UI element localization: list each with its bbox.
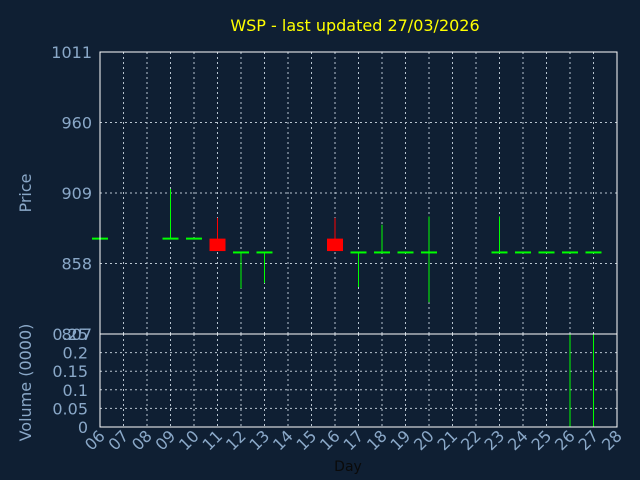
volume-bars bbox=[569, 334, 594, 427]
candle-09 bbox=[162, 188, 179, 240]
volume-tick-label: 0.25 bbox=[52, 325, 88, 344]
candle-23 bbox=[491, 216, 508, 254]
volume-frame bbox=[99, 333, 618, 428]
price-tick-label: 807 bbox=[61, 325, 92, 344]
price-candles bbox=[92, 188, 602, 303]
price-tick-label: 960 bbox=[61, 114, 92, 133]
volume-tick-label: 0.05 bbox=[52, 399, 88, 418]
day-axis-label: Day bbox=[334, 459, 362, 475]
candle-11 bbox=[209, 217, 226, 252]
volume-tick-label: 0.15 bbox=[52, 362, 88, 381]
chart-title: WSP - last updated 27/03/2026 bbox=[230, 16, 479, 35]
volume-tick-label: 0.1 bbox=[63, 381, 88, 400]
day-axis-ticks: 0607080910111213141516171819202122232425… bbox=[81, 426, 626, 454]
candle-17 bbox=[350, 251, 367, 287]
price-grid bbox=[99, 51, 618, 335]
candle-16 bbox=[327, 217, 343, 252]
price-panel: 1011 960 909 858 807 Price bbox=[16, 43, 618, 344]
volume-axis-ticks: 0.250.20.150.10.050 bbox=[52, 325, 88, 437]
candle-20 bbox=[421, 216, 437, 303]
candle-12 bbox=[233, 251, 249, 289]
candle-13 bbox=[256, 251, 273, 283]
volume-axis-label: Volume (0000) bbox=[16, 324, 35, 442]
price-tick-label: 858 bbox=[61, 255, 92, 274]
volume-grid bbox=[99, 333, 618, 428]
volume-panel: 0.250.20.150.10.050 Volume (0000) bbox=[16, 324, 618, 442]
volume-tick-label: 0.2 bbox=[63, 344, 88, 363]
price-axis-label: Price bbox=[16, 173, 35, 212]
price-axis-ticks: 1011 960 909 858 807 bbox=[51, 43, 92, 344]
price-tick-label: 909 bbox=[61, 184, 92, 203]
candle-body bbox=[209, 238, 226, 252]
price-tick-label: 1011 bbox=[51, 43, 92, 62]
candle-body bbox=[327, 238, 343, 252]
volume-tick-label: 0 bbox=[78, 418, 88, 437]
candle-18 bbox=[374, 224, 390, 254]
